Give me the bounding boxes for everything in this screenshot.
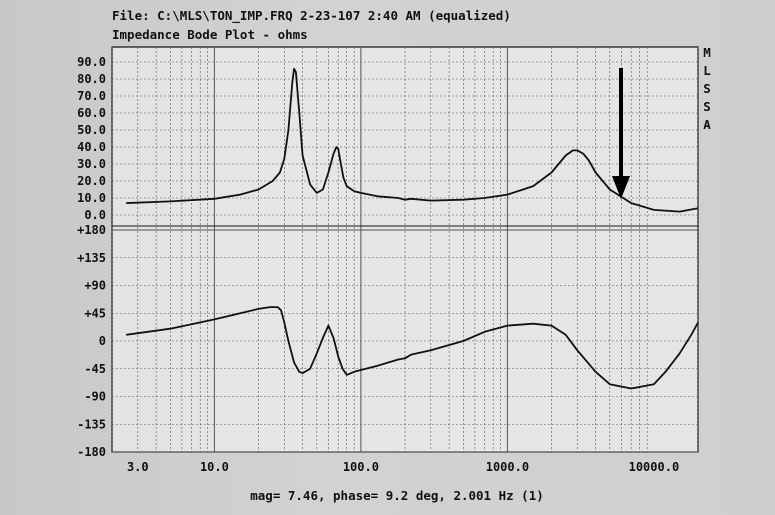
magnitude-tick-label: 90.0 bbox=[77, 55, 106, 69]
magnitude-tick-label: 70.0 bbox=[77, 89, 106, 103]
x-tick-label: 10.0 bbox=[200, 460, 229, 474]
side-label-letter: L bbox=[703, 63, 711, 78]
phase-tick-label: 0 bbox=[99, 334, 106, 348]
side-label-letter: M bbox=[703, 45, 711, 60]
magnitude-tick-label: 60.0 bbox=[77, 106, 106, 120]
annotation-arrow-head bbox=[612, 176, 630, 199]
side-label-letter: S bbox=[703, 99, 711, 114]
magnitude-tick-label: 30.0 bbox=[77, 157, 106, 171]
x-tick-label: 1000.0 bbox=[486, 460, 529, 474]
magnitude-tick-label: 20.0 bbox=[77, 174, 106, 188]
side-label-letter: A bbox=[703, 117, 711, 132]
magnitude-curve bbox=[126, 67, 699, 213]
phase-tick-label: -135 bbox=[77, 417, 106, 431]
phase-tick-label: +90 bbox=[84, 279, 106, 293]
tick-labels: 0.0 10.0 20.0 30.0 40.0 50.0 60.0 70.0 80.0 90.0 +… bbox=[77, 55, 679, 474]
side-label-letter: S bbox=[703, 81, 711, 96]
phase-tick-label: +45 bbox=[84, 306, 106, 320]
data-series bbox=[126, 67, 699, 390]
phase-tick-label: +180 bbox=[77, 223, 106, 237]
magnitude-tick-label: 80.0 bbox=[77, 72, 106, 86]
magnitude-tick-label: 50.0 bbox=[77, 123, 106, 137]
phase-tick-label: -180 bbox=[77, 445, 106, 459]
file-info-line: File: C:\MLS\TON_IMP.FRQ 2-23-107 2:40 A… bbox=[112, 8, 511, 24]
phase-curve bbox=[126, 306, 699, 390]
plot-title: Impedance Bode Plot - ohms bbox=[112, 27, 308, 42]
cursor-readout: mag= 7.46, phase= 9.2 deg, 2.001 Hz (1) bbox=[250, 488, 544, 503]
magnitude-tick-label: 0.0 bbox=[84, 208, 106, 222]
grid-lines bbox=[111, 47, 699, 453]
x-tick-label: 10000.0 bbox=[629, 460, 680, 474]
magnitude-tick-label: 40.0 bbox=[77, 140, 106, 154]
x-tick-label: 100.0 bbox=[343, 460, 379, 474]
magnitude-tick-label: 10.0 bbox=[77, 191, 106, 205]
phase-tick-label: +135 bbox=[77, 251, 106, 265]
phase-tick-label: -45 bbox=[84, 362, 106, 376]
phase-tick-label: -90 bbox=[84, 390, 106, 404]
x-tick-label: 3.0 bbox=[127, 460, 149, 474]
